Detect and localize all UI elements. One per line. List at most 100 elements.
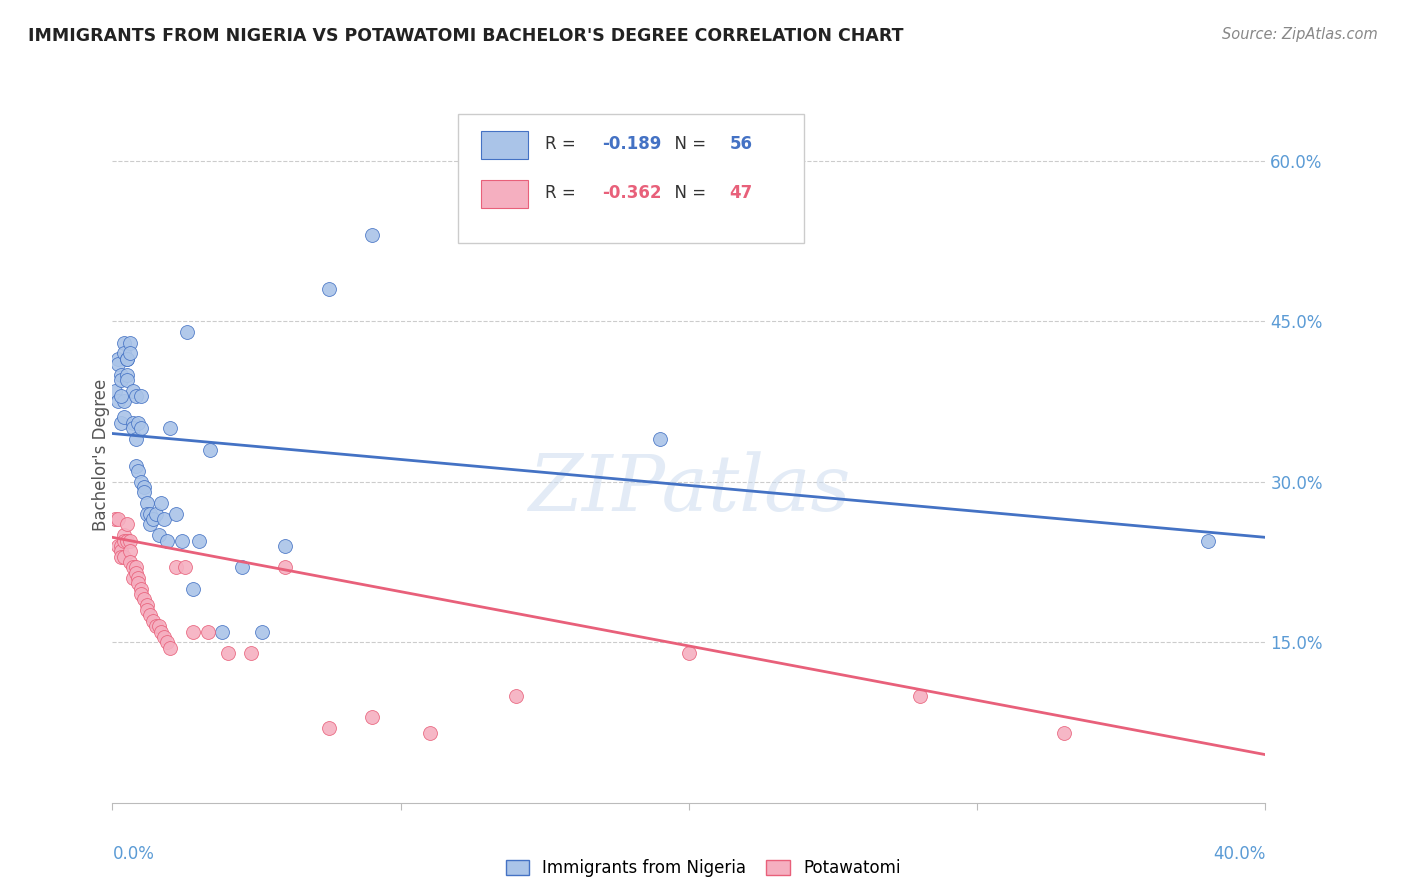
Point [115,368,138,382]
Point [110,373,132,387]
Text: Source: ZipAtlas.com: Source: ZipAtlas.com [1222,27,1378,42]
Text: 40.0%: 40.0% [1213,845,1265,863]
FancyBboxPatch shape [481,131,527,159]
Point [153,630,176,644]
Point [118,346,141,360]
Point [107,351,129,366]
Point [115,351,138,366]
Text: -0.362: -0.362 [603,184,662,202]
Point [173,560,195,574]
Point [124,566,146,580]
Point [1053,726,1076,740]
Point [181,624,204,639]
Point [159,640,181,655]
Point [121,421,143,435]
Text: 56: 56 [730,135,752,153]
Text: R =: R = [546,135,581,153]
Point [1197,533,1219,548]
FancyBboxPatch shape [458,114,804,243]
Point [211,624,233,639]
Text: IMMIGRANTS FROM NIGERIA VS POTAWATOMI BACHELOR'S DEGREE CORRELATION CHART: IMMIGRANTS FROM NIGERIA VS POTAWATOMI BA… [28,27,904,45]
Point [153,512,176,526]
Point [134,485,156,500]
Point [124,389,146,403]
Point [118,533,141,548]
Point [124,560,146,574]
Text: 0.0%: 0.0% [112,845,155,863]
Point [136,507,159,521]
Point [170,533,193,548]
Point [274,560,297,574]
Legend: Immigrants from Nigeria, Potawatomi: Immigrants from Nigeria, Potawatomi [499,853,907,884]
Point [115,351,138,366]
Text: R =: R = [546,184,581,202]
Point [239,646,262,660]
Point [136,603,159,617]
Point [419,726,441,740]
Point [505,689,527,703]
Point [145,507,167,521]
Point [165,507,187,521]
Point [231,560,253,574]
Point [360,710,382,724]
Point [678,646,700,660]
Point [134,592,156,607]
Point [134,480,156,494]
Y-axis label: Bachelor's Degree: Bachelor's Degree [93,379,110,531]
Point [110,416,132,430]
Point [142,512,165,526]
Point [121,416,143,430]
Point [148,619,170,633]
Point [124,458,146,473]
Point [118,544,141,558]
Point [159,421,181,435]
Point [165,560,187,574]
Point [129,582,153,596]
Point [217,646,239,660]
Point [118,335,141,350]
Point [145,619,167,633]
Point [176,325,198,339]
Point [112,394,135,409]
Text: ZIPatlas: ZIPatlas [527,451,851,528]
Point [197,624,219,639]
Point [129,475,153,489]
Text: -0.189: -0.189 [603,135,662,153]
Point [200,442,222,457]
Point [112,528,135,542]
Point [118,555,141,569]
Point [139,507,162,521]
Point [121,560,143,574]
Point [148,528,170,542]
Point [110,549,132,564]
Point [107,539,129,553]
Text: N =: N = [664,184,711,202]
Point [136,496,159,510]
Text: 47: 47 [730,184,752,202]
Point [129,389,153,403]
Point [112,549,135,564]
Point [127,464,149,478]
Point [110,539,132,553]
Point [110,389,132,403]
Point [139,608,162,623]
Point [156,533,179,548]
Point [124,432,146,446]
Point [121,384,143,398]
Point [112,410,135,425]
Point [142,614,165,628]
Point [104,512,127,526]
Point [110,368,132,382]
FancyBboxPatch shape [481,180,527,208]
Point [181,582,204,596]
Point [156,635,179,649]
Point [274,539,297,553]
Point [318,282,340,296]
Point [112,533,135,548]
Point [129,421,153,435]
Point [112,335,135,350]
Point [908,689,931,703]
Point [110,544,132,558]
Text: N =: N = [664,135,711,153]
Point [127,416,149,430]
